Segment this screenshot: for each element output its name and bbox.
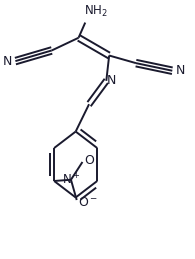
Text: O$^-$: O$^-$ xyxy=(78,196,98,209)
Text: N$^+$: N$^+$ xyxy=(62,172,80,187)
Text: N: N xyxy=(107,74,117,87)
Text: N: N xyxy=(3,55,12,68)
Text: NH$_2$: NH$_2$ xyxy=(84,4,108,19)
Text: O: O xyxy=(84,154,94,167)
Text: N: N xyxy=(176,64,185,77)
